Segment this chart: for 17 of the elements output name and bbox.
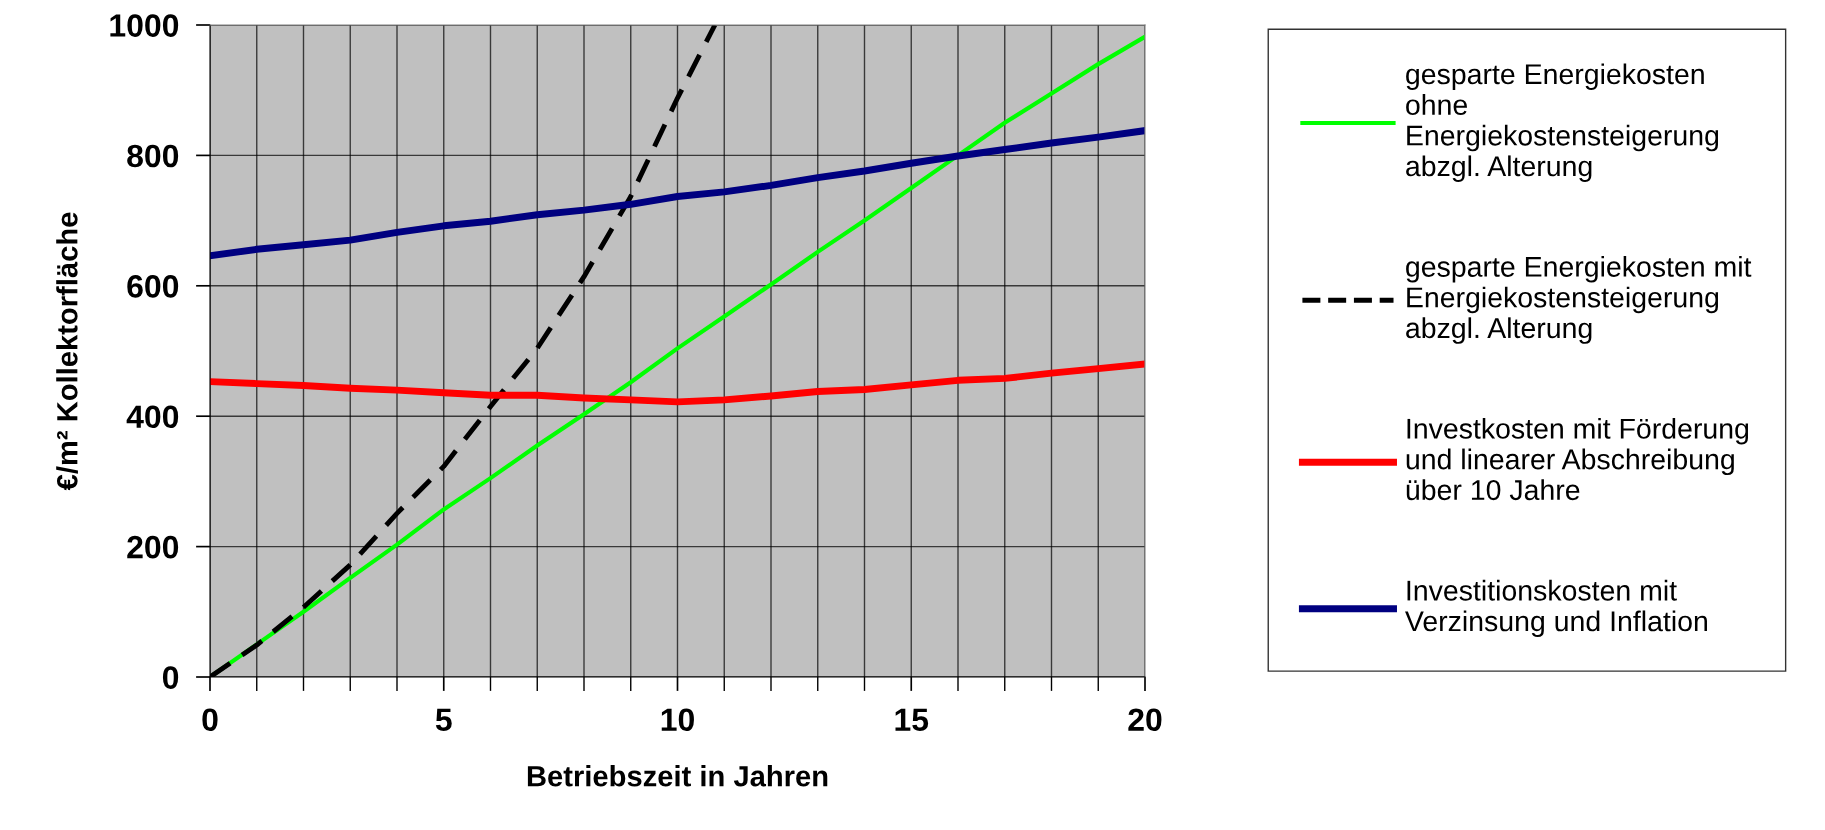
x-tick-label: 20 <box>1128 708 1162 732</box>
legend-label: Investkosten mit Förderung und linearer Abschreibung über 10 Jahre <box>1406 417 1749 501</box>
x-tick-label: 0 <box>202 708 218 732</box>
y-tick-label: 0 <box>162 666 179 689</box>
legend-label: gesparte Energiekosten ohne Energiekostensteigerung abzgl. Alterung <box>1406 63 1719 182</box>
x-tick-label: 15 <box>895 708 929 732</box>
legend-label: gesparte Energiekosten mit Energiekostensteigerung abzgl. Alterung <box>1406 255 1752 344</box>
y-tick-label: 400 <box>126 405 179 429</box>
x-tick-label: 10 <box>661 708 694 732</box>
y-tick-label: 600 <box>127 275 179 298</box>
y-axis-title: €/m² Kollektorfläche <box>56 212 78 491</box>
y-tick-label: 800 <box>127 144 179 168</box>
x-tick-label: 5 <box>435 708 452 732</box>
y-tick-label: 200 <box>127 535 179 559</box>
x-axis-title: Betriebszeit in Jahren <box>527 765 828 787</box>
y-tick-label: 1000 <box>110 14 179 37</box>
legend-label: Investitionskosten mit Verzinsung und Inflation <box>1405 579 1707 637</box>
